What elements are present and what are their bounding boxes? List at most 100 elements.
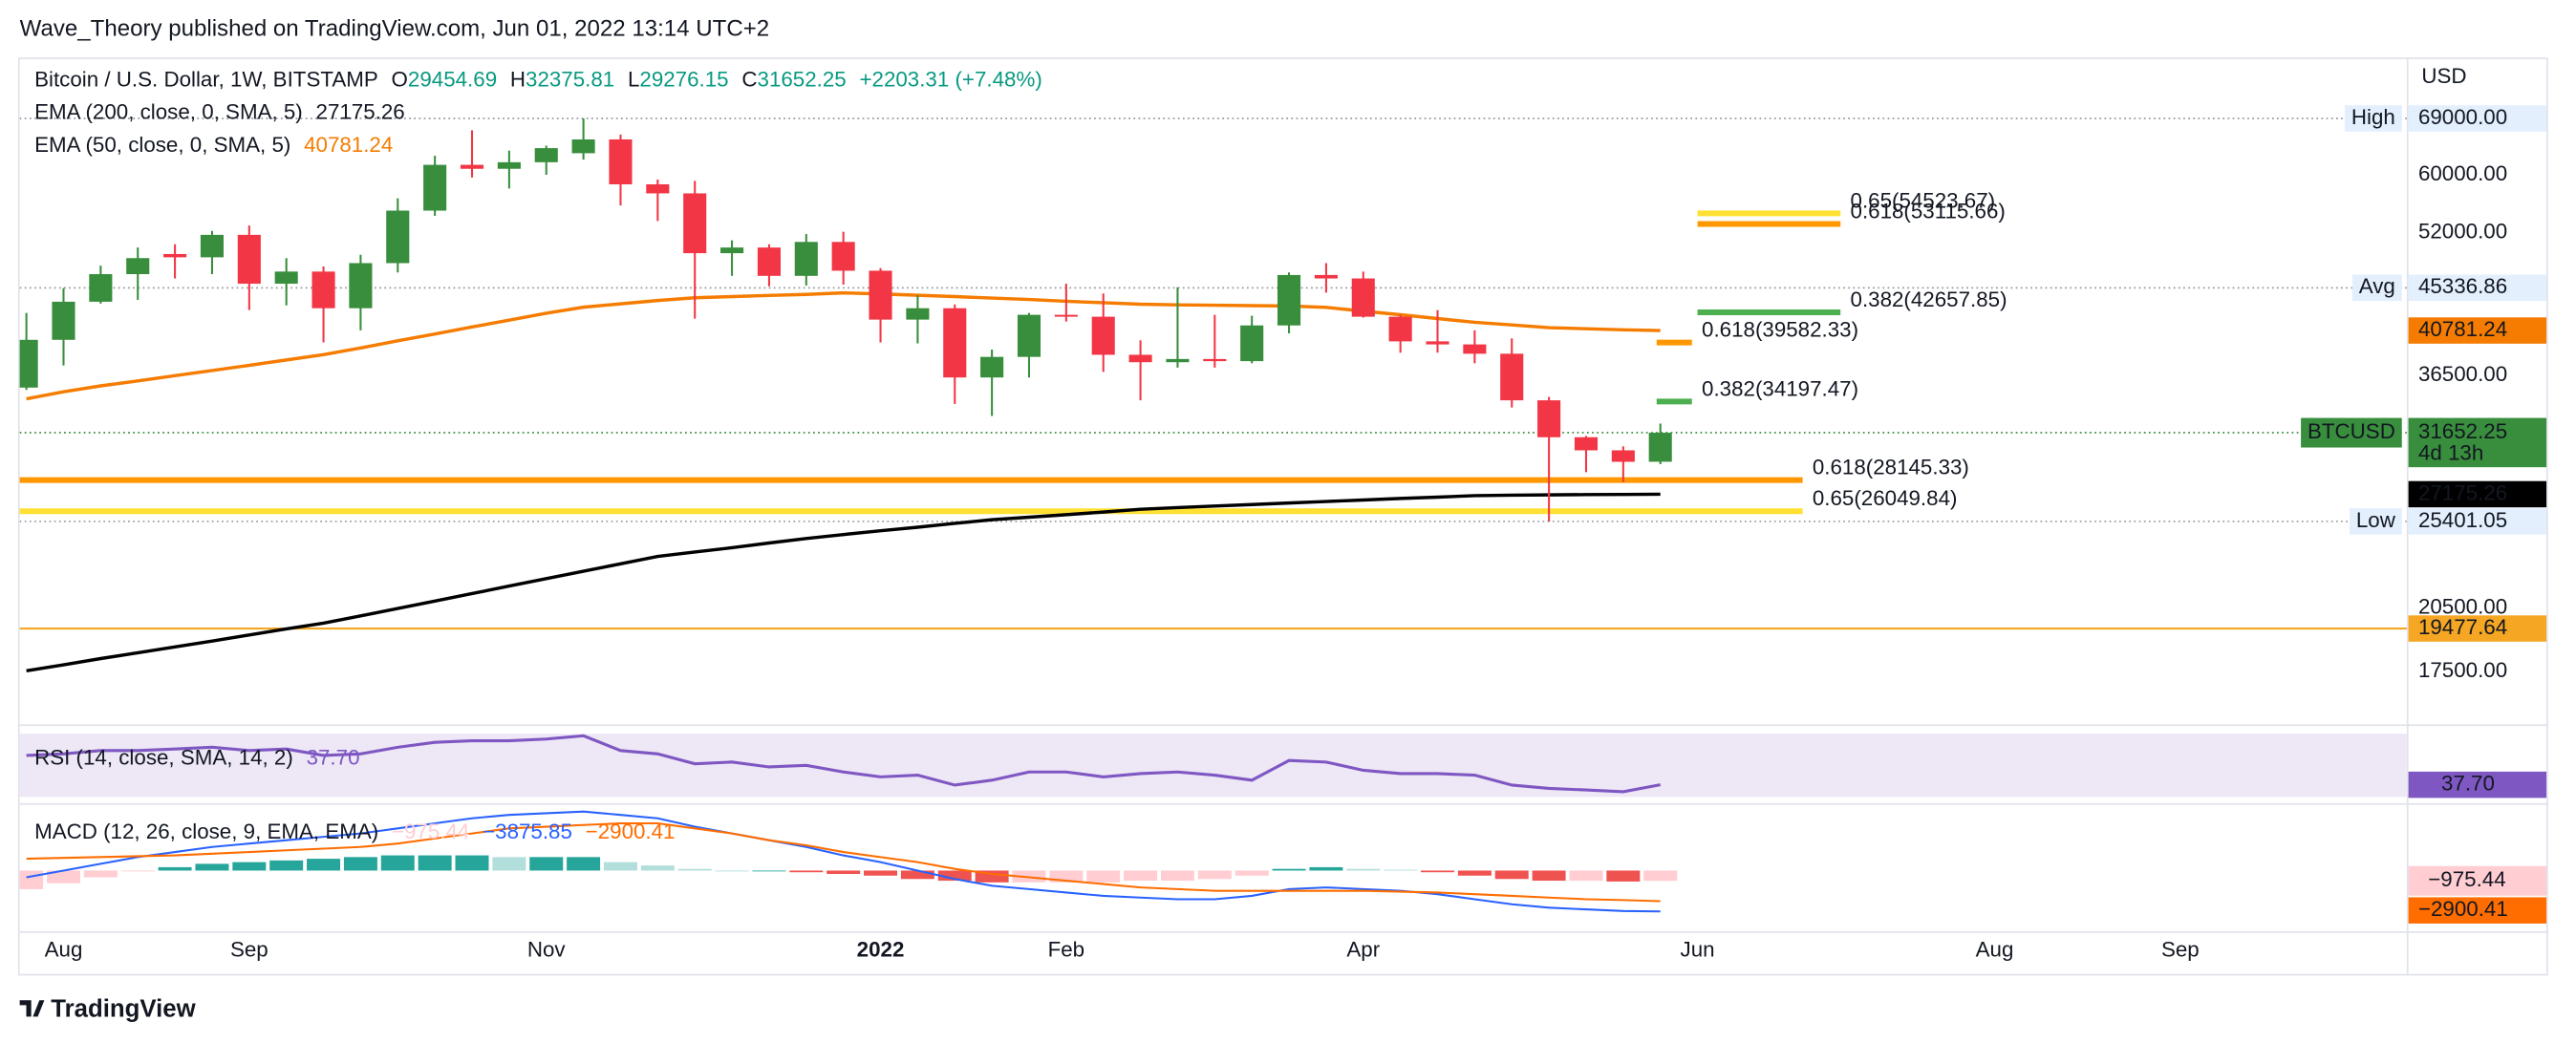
- macd-histogram-bar: [1494, 870, 1529, 880]
- macd-histogram-bar: [567, 857, 601, 871]
- macd-histogram-bar: [789, 870, 824, 873]
- fib-label: 0.382(42657.85): [1851, 287, 2007, 311]
- macd-histogram-bar: [752, 870, 786, 872]
- legend-item: Bitcoin / U.S. Dollar, 1W, BITSTAMP: [34, 67, 378, 91]
- marker-price-tag: 45336.86: [2418, 274, 2507, 298]
- macd-histogram-bar: [269, 860, 304, 871]
- x-tick-label: Jun: [1681, 938, 1715, 962]
- candle-body: [720, 247, 744, 254]
- macd-signal: [26, 821, 1661, 903]
- legend: RSI (14, close, SMA, 14, 2) 37.70: [34, 745, 359, 769]
- marker-name-bg: [2345, 105, 2402, 132]
- macd-histogram-bar: [1234, 870, 1269, 876]
- candle-body: [163, 253, 187, 258]
- fib-label: 0.618(53115.66): [1851, 199, 2006, 223]
- main-pane: [19, 117, 2407, 673]
- candle-body: [311, 271, 335, 309]
- marker-price-tag-bg: [2408, 274, 2547, 302]
- fib-label: 0.65(26049.84): [1813, 486, 1958, 510]
- legend-item: 29454.69: [408, 67, 497, 91]
- candle-body: [571, 138, 595, 154]
- macd-histogram-bar: [937, 870, 972, 882]
- candle-body: [1128, 354, 1152, 363]
- marker-name: Avg: [2359, 274, 2395, 298]
- marker-name: High: [2351, 105, 2395, 129]
- y-tick-label: 17500.00: [2418, 658, 2507, 682]
- marker-price-tag: 69000.00: [2418, 105, 2507, 129]
- candle-body: [274, 271, 298, 285]
- countdown: 4d 13h: [2418, 440, 2483, 464]
- macd-histogram-bar: [1384, 869, 1418, 871]
- macd-histogram-bar: [1346, 868, 1381, 871]
- ema-line: [26, 290, 1661, 401]
- macd-signal-tag: −2900.41: [2418, 897, 2508, 921]
- candle-body: [126, 258, 150, 275]
- candle-body: [1426, 341, 1449, 345]
- macd-histogram-bar: [677, 868, 712, 871]
- symbol-tag: BTCUSD: [2308, 419, 2395, 443]
- candle-body: [1611, 450, 1635, 462]
- last-price-bg: [2408, 417, 2547, 468]
- macd-histogram-bar: [640, 865, 675, 871]
- x-tick-label: Apr: [1346, 938, 1380, 962]
- candle-body: [831, 242, 855, 271]
- legend-item: 32375.81: [526, 67, 614, 91]
- candle-body: [794, 242, 818, 276]
- macd-histogram-bar: [307, 859, 341, 871]
- macd-histogram-bar: [1160, 870, 1194, 882]
- candle-body: [1314, 274, 1338, 279]
- legend-item: EMA (200, close, 0, SMA, 5): [34, 100, 303, 124]
- legend-item: 31652.25: [758, 67, 847, 91]
- marker-name-bg: [2349, 508, 2402, 535]
- candle-body: [1537, 400, 1561, 437]
- marker-name: Low: [2356, 508, 2396, 532]
- legend: EMA (200, close, 0, SMA, 5) 27175.26: [34, 100, 405, 124]
- candle-body: [1091, 316, 1115, 355]
- legend-item: 27175.26: [316, 100, 405, 124]
- macd-histogram-bar: [120, 870, 155, 872]
- candle-body: [757, 247, 781, 276]
- legend-item: C: [741, 67, 757, 91]
- legend: Bitcoin / U.S. Dollar, 1W, BITSTAMP O2945…: [34, 67, 1042, 91]
- candle-body: [200, 234, 225, 258]
- y-tick-label: 36500.00: [2418, 362, 2507, 386]
- last-price: 31652.25: [2418, 419, 2507, 443]
- legend-item: +2203.31 (+7.48%): [859, 67, 1041, 91]
- fib-label: 0.382(34197.47): [1702, 376, 1858, 400]
- symbol-tag-bg: [2301, 417, 2402, 448]
- marker-price-tag: 25401.05: [2418, 508, 2507, 532]
- candle-body: [943, 308, 967, 378]
- x-tick-label: Sep: [230, 938, 268, 962]
- legend-item: RSI (14, close, SMA, 14, 2): [34, 745, 293, 769]
- macd-signal-tag-bg: [2408, 897, 2547, 924]
- fib-label: 0.618(28145.33): [1813, 455, 1969, 479]
- macd-histogram-bar: [343, 857, 377, 871]
- fib-label: 0.618(39582.33): [1702, 318, 1858, 342]
- candle-body: [1054, 314, 1078, 317]
- x-tick-label: Feb: [1048, 938, 1085, 962]
- macd-histogram-bar: [1272, 868, 1306, 871]
- candle-body: [460, 164, 484, 169]
- candle-body: [980, 356, 1004, 378]
- legend-item: MACD (12, 26, close, 9, EMA, EMA): [34, 820, 378, 843]
- macd-histogram-bar: [380, 855, 415, 871]
- footer-brand: TradingView: [51, 995, 196, 1022]
- macd-histogram-bar: [603, 862, 637, 871]
- rsi-tag: 37.70: [2441, 772, 2495, 796]
- legend-item: −2900.41: [586, 820, 676, 843]
- x-tick-label: Sep: [2161, 938, 2200, 962]
- ema-price-tag: 40781.24: [2418, 317, 2507, 341]
- candle-body: [534, 148, 558, 162]
- candle-body: [423, 164, 447, 211]
- legend-item: 29276.15: [639, 67, 728, 91]
- ema-price-tag-bg: [2408, 480, 2547, 508]
- currency: USD: [2421, 64, 2466, 88]
- macd-histogram-bar: [1086, 870, 1121, 883]
- indicator-panes: [19, 734, 2407, 913]
- legend: MACD (12, 26, close, 9, EMA, EMA) −975.44…: [34, 820, 675, 843]
- legend-item: 37.70: [307, 745, 360, 769]
- macd-histogram-bar: [715, 870, 749, 872]
- legend: EMA (50, close, 0, SMA, 5) 40781.24: [34, 133, 393, 157]
- macd-histogram-bar: [83, 870, 118, 878]
